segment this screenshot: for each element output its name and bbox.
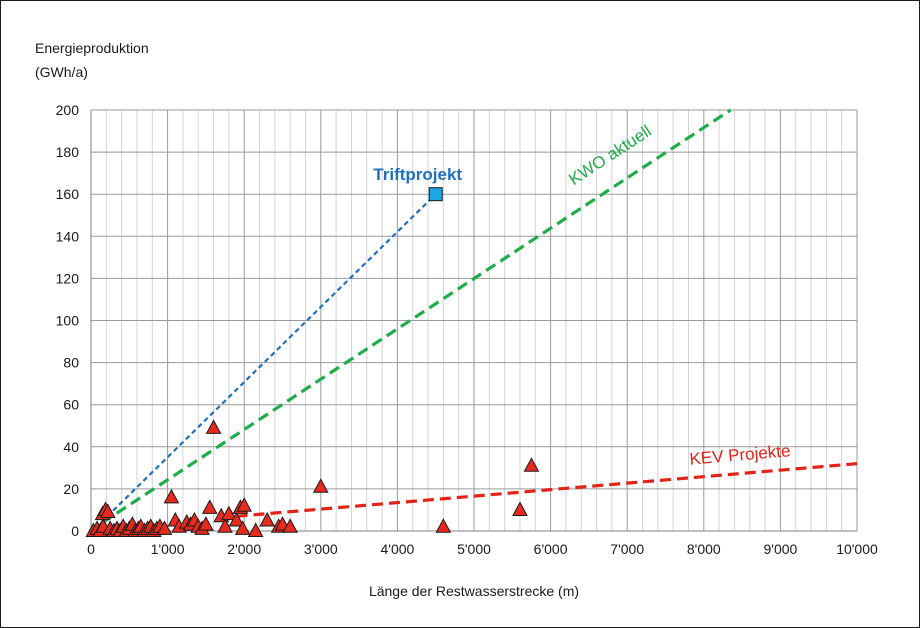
x-tick-label: 3'000 (304, 541, 338, 557)
x-tick-labels: 0 1'000 2'000 3'000 4'000 5'000 6'000 7'000 8'00… (87, 541, 878, 557)
x-tick-label: 2'000 (227, 541, 261, 557)
y-tick-label: 120 (56, 270, 80, 286)
data-point-triangle (156, 520, 173, 535)
trend-line (101, 108, 732, 524)
data-point-triangle (163, 488, 180, 504)
x-tick-label: 0 (87, 541, 95, 557)
data-point-triangle (234, 520, 251, 535)
x-tick-label: 4'000 (380, 541, 414, 557)
major-gridlines (91, 109, 858, 531)
data-point-triangle (259, 511, 276, 527)
y-tick-label: 20 (63, 481, 79, 497)
data-point-triangle (512, 501, 528, 516)
x-tick-label: 5'000 (457, 541, 491, 557)
data-point-triangle (312, 478, 329, 493)
y-tick-label: 200 (56, 102, 80, 118)
x-tick-label: 6'000 (534, 541, 568, 557)
trend-line (236, 462, 858, 518)
y-tick-label: 80 (63, 355, 79, 371)
data-point-triangle (523, 457, 540, 472)
data-point-triangle (205, 419, 222, 434)
data-point-triangle (217, 518, 233, 533)
x-tick-label: 7'000 (610, 541, 644, 557)
kwo-aktuell-label: KWO aktuell (565, 121, 654, 189)
trend-line (100, 193, 437, 524)
x-tick-label: 10'000 (836, 541, 878, 557)
y-tick-label: 0 (71, 523, 79, 539)
data-point-triangle (236, 497, 253, 512)
y-axis-title-line1: Energieproduktion (35, 40, 149, 56)
y-axis-title-line2: (GWh/a) (35, 64, 88, 80)
y-tick-label: 160 (56, 186, 80, 202)
x-tick-label: 9'000 (763, 541, 797, 557)
x-tick-label: 1'000 (151, 541, 185, 557)
triftprojekt-group: Triftprojekt (373, 165, 462, 202)
data-point-triangle (228, 511, 245, 527)
y-tick-label: 140 (56, 228, 80, 244)
triftprojekt-marker (428, 187, 443, 202)
data-point-triangle (201, 499, 218, 514)
y-tick-label: 40 (63, 439, 79, 455)
data-point-triangle (247, 522, 264, 537)
y-tick-label: 180 (56, 144, 80, 160)
data-point-triangle (100, 503, 116, 519)
data-points (85, 419, 540, 537)
data-point-triangle (282, 518, 298, 533)
data-point-triangle (221, 505, 237, 521)
data-point-triangle (198, 516, 214, 531)
y-tick-labels: 0 20 40 60 80 100 120 140 160 180 200 (56, 102, 80, 539)
triftprojekt-label: Triftprojekt (373, 165, 462, 184)
x-axis-title: Länge der Restwasserstrecke (m) (369, 583, 579, 599)
x-tick-label: 8'000 (687, 541, 721, 557)
data-point-triangle (435, 518, 452, 533)
trend-lines (100, 108, 858, 524)
y-tick-label: 100 (56, 313, 80, 329)
y-tick-label: 60 (63, 397, 79, 413)
